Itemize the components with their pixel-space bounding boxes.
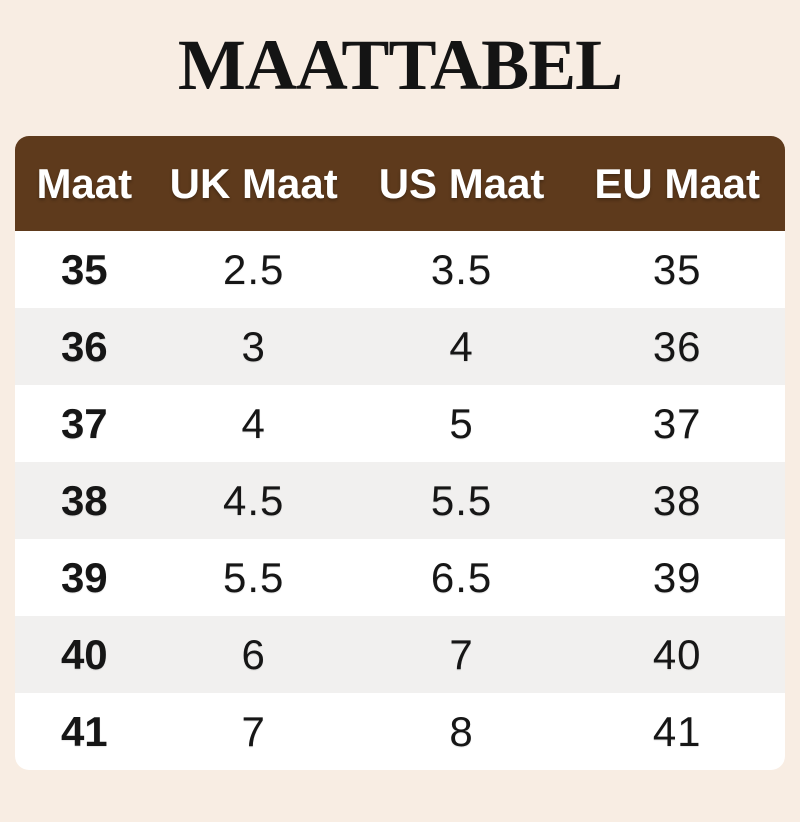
table-cell-maat: 40 xyxy=(60,630,108,678)
table-body: 35 2.5 3.5 35 36 3 4 36 37 4 5 37 38 4.5… xyxy=(15,231,785,771)
table-cell-eu: 36 xyxy=(652,322,702,370)
table-cell-us: 3.5 xyxy=(430,245,493,293)
table-cell-us: 5 xyxy=(449,399,474,447)
table-cell-maat: 37 xyxy=(60,399,108,447)
table-cell-maat: 41 xyxy=(60,707,108,755)
table-cell-us: 8 xyxy=(449,707,474,755)
table-cell-eu: 38 xyxy=(652,476,702,524)
table-row: 35 2.5 3.5 35 xyxy=(15,231,785,309)
column-header-us-maat: US Maat xyxy=(378,159,545,207)
table-cell-uk: 4 xyxy=(241,399,266,447)
size-chart-page: MAATTABEL Maat UK Maat US Maat EU Maat 3… xyxy=(0,22,800,771)
column-header-eu-maat: EU Maat xyxy=(594,159,761,207)
table-cell-uk: 7 xyxy=(241,707,266,755)
table-cell-uk: 2.5 xyxy=(222,245,285,293)
table-cell-maat: 39 xyxy=(60,553,108,601)
table-row: 38 4.5 5.5 38 xyxy=(15,462,785,540)
table-cell-eu: 39 xyxy=(652,553,702,601)
table-cell-us: 7 xyxy=(449,630,474,678)
column-header-uk-maat: UK Maat xyxy=(169,159,338,207)
table-row: 36 3 4 36 xyxy=(15,308,785,386)
table-cell-us: 6.5 xyxy=(430,553,493,601)
table-cell-uk: 4.5 xyxy=(222,476,285,524)
table-cell-uk: 3 xyxy=(241,322,266,370)
table-cell-uk: 6 xyxy=(241,630,266,678)
table-cell-eu: 35 xyxy=(652,245,702,293)
size-table: Maat UK Maat US Maat EU Maat 35 2.5 3.5 … xyxy=(15,136,785,771)
table-cell-eu: 37 xyxy=(652,399,702,447)
table-cell-us: 4 xyxy=(449,322,474,370)
table-cell-us: 5.5 xyxy=(430,476,493,524)
table-header-row: Maat UK Maat US Maat EU Maat xyxy=(15,136,785,232)
table-cell-maat: 35 xyxy=(60,245,108,293)
table-cell-maat: 38 xyxy=(60,476,108,524)
column-header-maat: Maat xyxy=(36,159,133,207)
table-row: 39 5.5 6.5 39 xyxy=(15,539,785,617)
table-cell-eu: 41 xyxy=(652,707,702,755)
table-row: 40 6 7 40 xyxy=(15,616,785,694)
table-row: 41 7 8 41 xyxy=(15,693,785,771)
table-cell-uk: 5.5 xyxy=(222,553,285,601)
table-cell-maat: 36 xyxy=(60,322,108,370)
table-row: 37 4 5 37 xyxy=(15,385,785,463)
page-title: MAATTABEL xyxy=(177,25,623,105)
table-cell-eu: 40 xyxy=(652,630,702,678)
